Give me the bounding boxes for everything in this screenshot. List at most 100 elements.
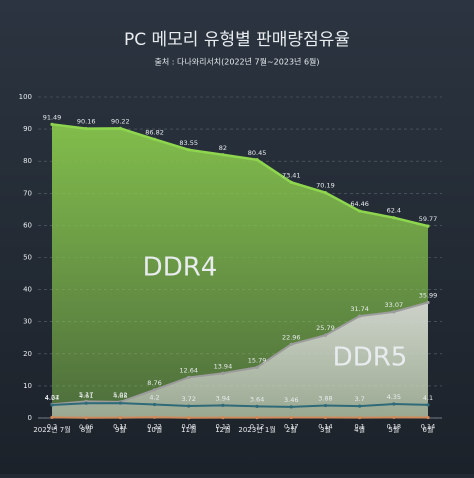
y-tick-label: 10 xyxy=(23,382,32,390)
point xyxy=(289,415,293,420)
point xyxy=(323,333,328,337)
x-tick-label: 12월 xyxy=(215,425,230,434)
value-label: 3.88 xyxy=(318,395,332,403)
point xyxy=(426,300,430,305)
point xyxy=(358,209,362,213)
value-label: 4.1 xyxy=(423,394,433,402)
chart-subtitle: 출처 : 다나와리서치(2022년 7월~2023년 6월) xyxy=(154,57,319,67)
point xyxy=(426,224,430,228)
point xyxy=(118,126,122,130)
y-tick-label: 20 xyxy=(23,350,32,358)
line xyxy=(51,416,429,419)
y-tick-label: 0 xyxy=(28,414,32,422)
value-label: 91.49 xyxy=(43,113,62,121)
value-label: 82 xyxy=(219,144,227,152)
value-label: 3.7 xyxy=(354,395,364,403)
value-label: 33.07 xyxy=(385,301,404,309)
value-label: 4.04 xyxy=(45,394,59,402)
point xyxy=(358,416,362,420)
y-tick-label: 60 xyxy=(23,221,32,229)
y-tick-label: 50 xyxy=(23,254,32,262)
value-label: 0.12 xyxy=(216,423,230,431)
y-tick-label: 30 xyxy=(23,318,32,326)
point xyxy=(118,401,122,405)
point xyxy=(84,126,88,131)
line xyxy=(51,402,429,408)
point xyxy=(289,342,293,346)
value-label: 0.12 xyxy=(250,423,264,431)
value-label: 73.41 xyxy=(282,171,301,179)
value-label: 3.94 xyxy=(216,394,230,402)
value-label: 3.64 xyxy=(250,395,264,403)
x-tick-label: 2월 xyxy=(286,425,297,434)
point xyxy=(358,314,362,318)
point xyxy=(255,158,259,162)
value-label: 8.76 xyxy=(147,379,161,387)
chart-title: PC 메모리 유형별 판매량점유율 xyxy=(124,30,350,50)
value-label: 70.19 xyxy=(316,182,335,190)
x-tick-label: 4월 xyxy=(354,425,365,434)
x-tick-label: 8월 xyxy=(81,425,92,434)
point xyxy=(289,405,293,409)
value-label: 86.82 xyxy=(145,128,164,136)
value-label: 83.55 xyxy=(179,139,198,147)
y-tick-label: 40 xyxy=(23,286,32,294)
x-tick-label: 3월 xyxy=(320,425,331,434)
value-label: 0.17 xyxy=(284,422,298,430)
point xyxy=(118,416,122,420)
point xyxy=(84,401,88,405)
value-label: 4.35 xyxy=(387,393,401,401)
y-tick-label: 90 xyxy=(23,125,32,133)
point xyxy=(221,403,225,407)
point xyxy=(289,180,293,184)
point xyxy=(426,403,430,407)
value-label: 4.65 xyxy=(113,392,127,400)
point xyxy=(323,403,328,408)
x-tick-label: 9월 xyxy=(115,425,126,434)
x-tick-label: 6월 xyxy=(423,425,434,434)
point xyxy=(221,371,225,375)
series-label: DDR5 xyxy=(333,343,408,373)
point xyxy=(152,415,157,419)
value-label: 80.45 xyxy=(248,149,267,157)
point xyxy=(50,403,54,407)
value-label: 12.64 xyxy=(179,366,198,374)
value-label: 0.06 xyxy=(79,423,93,431)
value-label: 4.61 xyxy=(79,392,93,400)
point xyxy=(84,416,88,420)
value-label: 0.1 xyxy=(354,423,364,431)
point xyxy=(426,415,430,420)
value-label: 62.4 xyxy=(387,207,401,215)
x-tick-label: 2023년 1월 xyxy=(238,425,275,434)
point xyxy=(392,216,396,220)
value-label: 64.46 xyxy=(350,200,369,208)
value-label: 0.2 xyxy=(47,422,57,430)
value-label: 15.79 xyxy=(248,356,267,364)
point xyxy=(187,404,191,408)
value-label: 0.08 xyxy=(181,423,195,431)
point xyxy=(50,122,54,126)
value-label: 3.72 xyxy=(181,395,195,403)
point xyxy=(323,415,328,420)
value-label: 13.94 xyxy=(214,362,233,370)
x-tick-label: 10월 xyxy=(147,425,162,434)
point xyxy=(152,388,157,392)
value-label: 4.2 xyxy=(149,394,159,402)
x-tick-label: 5월 xyxy=(388,425,399,434)
value-label: 90.22 xyxy=(111,117,130,125)
point xyxy=(221,153,225,157)
point xyxy=(187,416,191,420)
value-label: 0.18 xyxy=(387,422,401,430)
point xyxy=(255,404,259,408)
y-tick-label: 70 xyxy=(23,189,32,197)
value-label: 3.46 xyxy=(284,396,298,404)
value-label: 5.02 xyxy=(113,391,127,399)
value-label: 5.17 xyxy=(79,390,93,398)
value-label: 0.22 xyxy=(147,422,161,430)
value-label: 4.27 xyxy=(45,393,59,401)
point xyxy=(392,402,396,406)
point xyxy=(323,191,328,195)
value-label: 90.16 xyxy=(77,118,96,126)
